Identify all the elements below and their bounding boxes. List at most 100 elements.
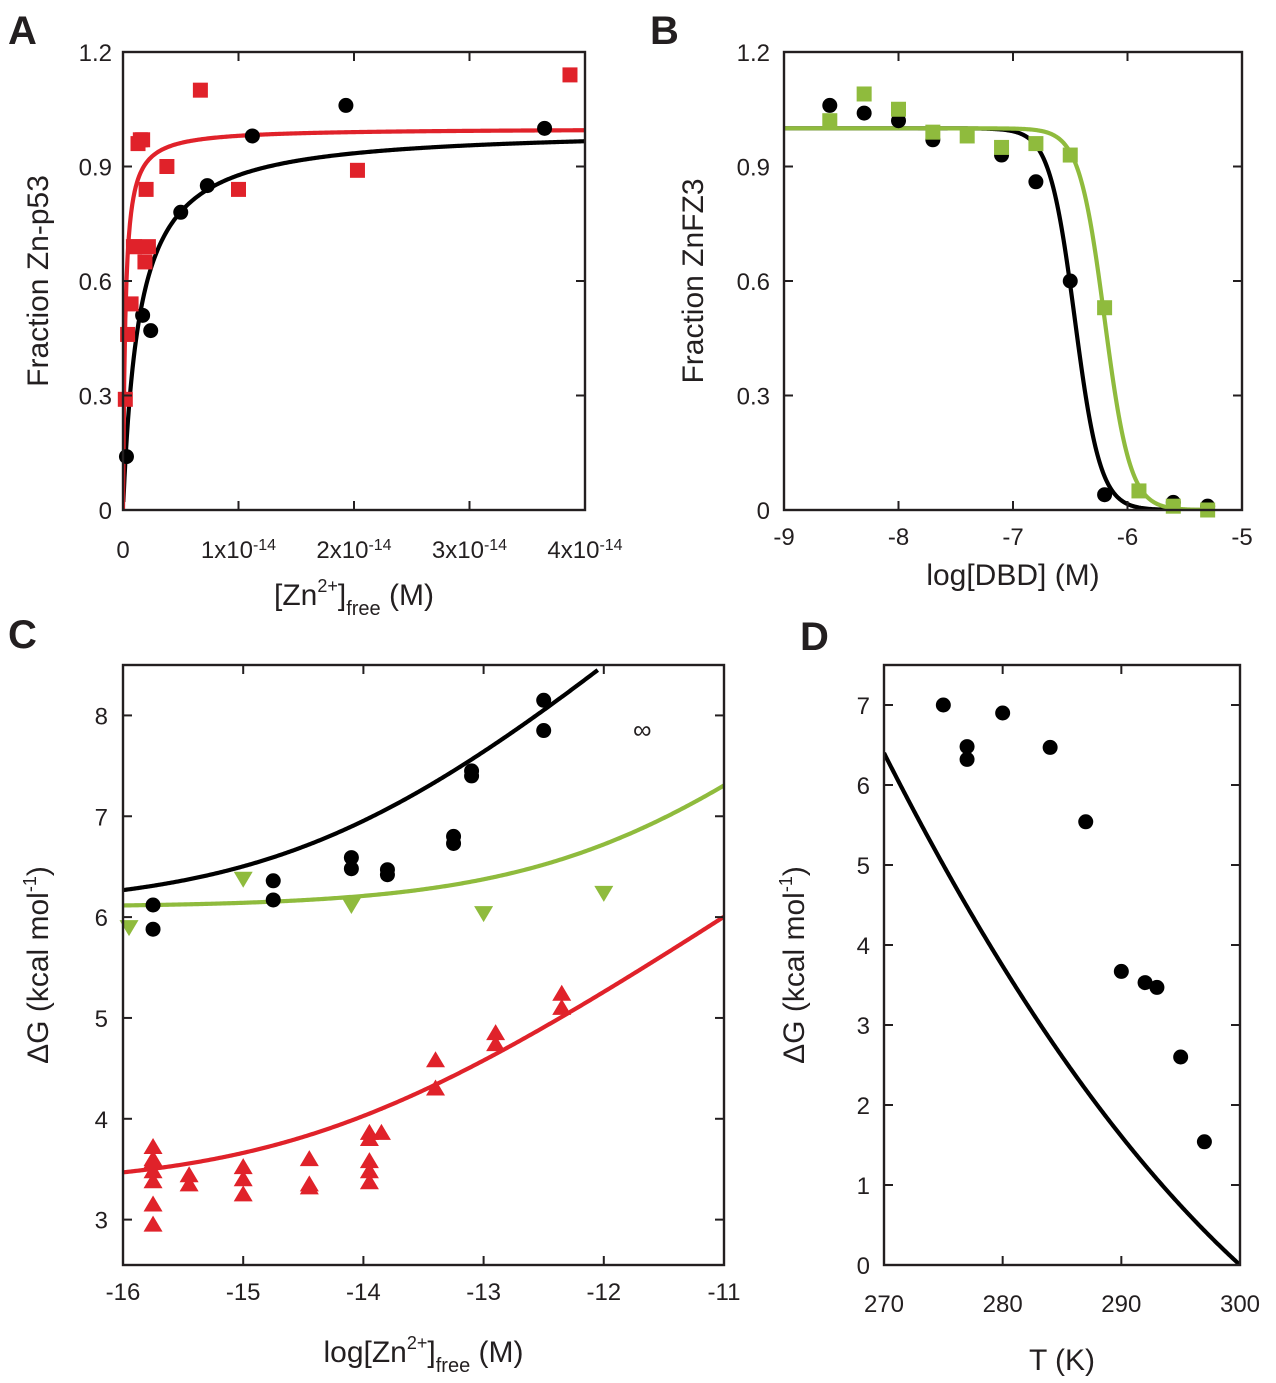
data-point	[536, 723, 552, 739]
y-tick-label: 5	[857, 853, 870, 880]
data-point	[1028, 174, 1044, 190]
y-tick-label: 6	[95, 905, 108, 932]
data-point	[143, 323, 159, 339]
y-tick-label: 7	[857, 693, 870, 720]
series-0	[935, 697, 1212, 1150]
y-tick-label: 3	[857, 1013, 870, 1040]
data-point	[562, 67, 578, 83]
data-point	[959, 128, 975, 144]
data-point	[822, 97, 838, 113]
data-point	[925, 124, 941, 140]
data-point	[137, 254, 153, 270]
x-axis-label: [Zn2+]free (M)	[274, 576, 434, 620]
data-point	[143, 1172, 163, 1189]
fit-line-1	[784, 126, 1208, 510]
data-point	[359, 1152, 379, 1169]
data-point	[233, 1158, 253, 1175]
fit-line-0	[123, 139, 585, 503]
chart-a: 0 1x10-14 2x10-14 3x10-14 4x10-14 0 0.3 0.6 0.9 1…	[22, 40, 623, 620]
y-tick-label: 1.2	[737, 40, 770, 67]
chart-b: -9 -8 -7 -6 -5 0 0.3 0.6 0.9 1.2 log[DBD] (M) Fract…	[677, 40, 1253, 592]
data-point	[552, 984, 572, 1001]
plot-frame	[782, 50, 1244, 512]
data-point	[143, 1215, 163, 1232]
x-tick-label: -5	[1231, 524, 1252, 551]
x-tick-label: -7	[1002, 524, 1023, 551]
x-tick-label: 1x10-14	[201, 537, 276, 565]
series-1	[117, 67, 578, 407]
data-point	[127, 239, 143, 255]
data-point	[299, 1178, 319, 1195]
fit-line-0	[123, 668, 600, 893]
y-tick-label: 4	[857, 933, 870, 960]
data-point	[135, 132, 151, 148]
data-point	[1173, 1049, 1189, 1065]
data-point	[143, 1162, 163, 1179]
data-point	[537, 120, 553, 136]
x-axis-label: log[DBD] (M)	[926, 559, 1099, 592]
x-tick-label: 300	[1220, 1291, 1260, 1318]
data-point	[233, 1170, 253, 1187]
data-point	[1149, 979, 1165, 995]
panel-label-b: B	[650, 9, 679, 53]
data-point	[265, 873, 281, 889]
series-0	[118, 97, 553, 465]
x-tick-label: -11	[708, 1279, 741, 1306]
data-point	[123, 296, 139, 312]
y-tick-label: 0.6	[737, 269, 770, 296]
data-point	[244, 128, 260, 144]
data-point	[299, 1150, 319, 1167]
data-point	[173, 204, 189, 220]
y-tick-label: 0	[857, 1253, 870, 1280]
data-point	[1097, 487, 1113, 503]
data-point	[1137, 975, 1153, 991]
data-point	[349, 162, 365, 178]
data-point	[343, 861, 359, 877]
x-tick-label: 2x10-14	[316, 537, 391, 565]
data-point	[233, 1185, 253, 1202]
data-point	[995, 705, 1011, 721]
y-tick-label: 7	[95, 804, 108, 831]
annotation-infinity-symbol: ∞	[633, 715, 652, 745]
plot-frame	[121, 663, 726, 1267]
series-0	[822, 97, 1216, 514]
data-point	[359, 1129, 379, 1146]
data-point	[179, 1175, 199, 1192]
x-tick-label: 4x10-14	[547, 537, 622, 565]
x-tick-label: -16	[106, 1279, 141, 1306]
fit-line-1	[123, 783, 724, 908]
series-2	[143, 984, 572, 1232]
data-point	[536, 692, 552, 708]
panel-label-a: A	[8, 9, 37, 53]
data-point	[1131, 483, 1147, 499]
y-tick-label: 1.2	[79, 40, 112, 67]
data-point	[359, 1173, 379, 1190]
x-tick-label: 3x10-14	[432, 537, 507, 565]
data-point	[119, 920, 139, 937]
data-point	[117, 391, 133, 407]
y-tick-label: 0.9	[737, 155, 770, 182]
data-point	[1113, 963, 1129, 979]
data-point	[1097, 300, 1113, 316]
data-point	[343, 850, 359, 866]
y-tick-label: 5	[95, 1006, 108, 1033]
x-tick-label: 290	[1101, 1291, 1141, 1318]
data-point	[426, 1051, 446, 1068]
data-point	[486, 1035, 506, 1052]
panel-label-c: C	[8, 613, 37, 657]
chart-d: 270 280 290 300 0 1 2 3 4 5 6 7 T (K) ΔG (kcal mol-1)	[776, 663, 1260, 1377]
x-tick-label: -6	[1117, 524, 1138, 551]
chart-c: -16 -15 -14 -13 -12 -11 3 4 5 6 7 8 log[Zn2+]free (M…	[20, 663, 741, 1377]
data-point	[1062, 147, 1078, 163]
data-point	[1165, 498, 1181, 514]
data-point	[135, 307, 151, 323]
x-tick-label: -8	[888, 524, 909, 551]
data-point	[138, 181, 154, 197]
y-axis-label: ΔG (kcal mol-1)	[776, 866, 811, 1064]
data-point	[231, 181, 246, 197]
data-point	[179, 1166, 199, 1183]
y-tick-label: 0	[757, 498, 770, 525]
plot-frame	[882, 663, 1242, 1267]
x-tick-label: -12	[586, 1279, 621, 1306]
